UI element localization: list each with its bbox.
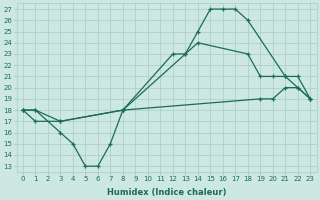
X-axis label: Humidex (Indice chaleur): Humidex (Indice chaleur) [107, 188, 226, 197]
